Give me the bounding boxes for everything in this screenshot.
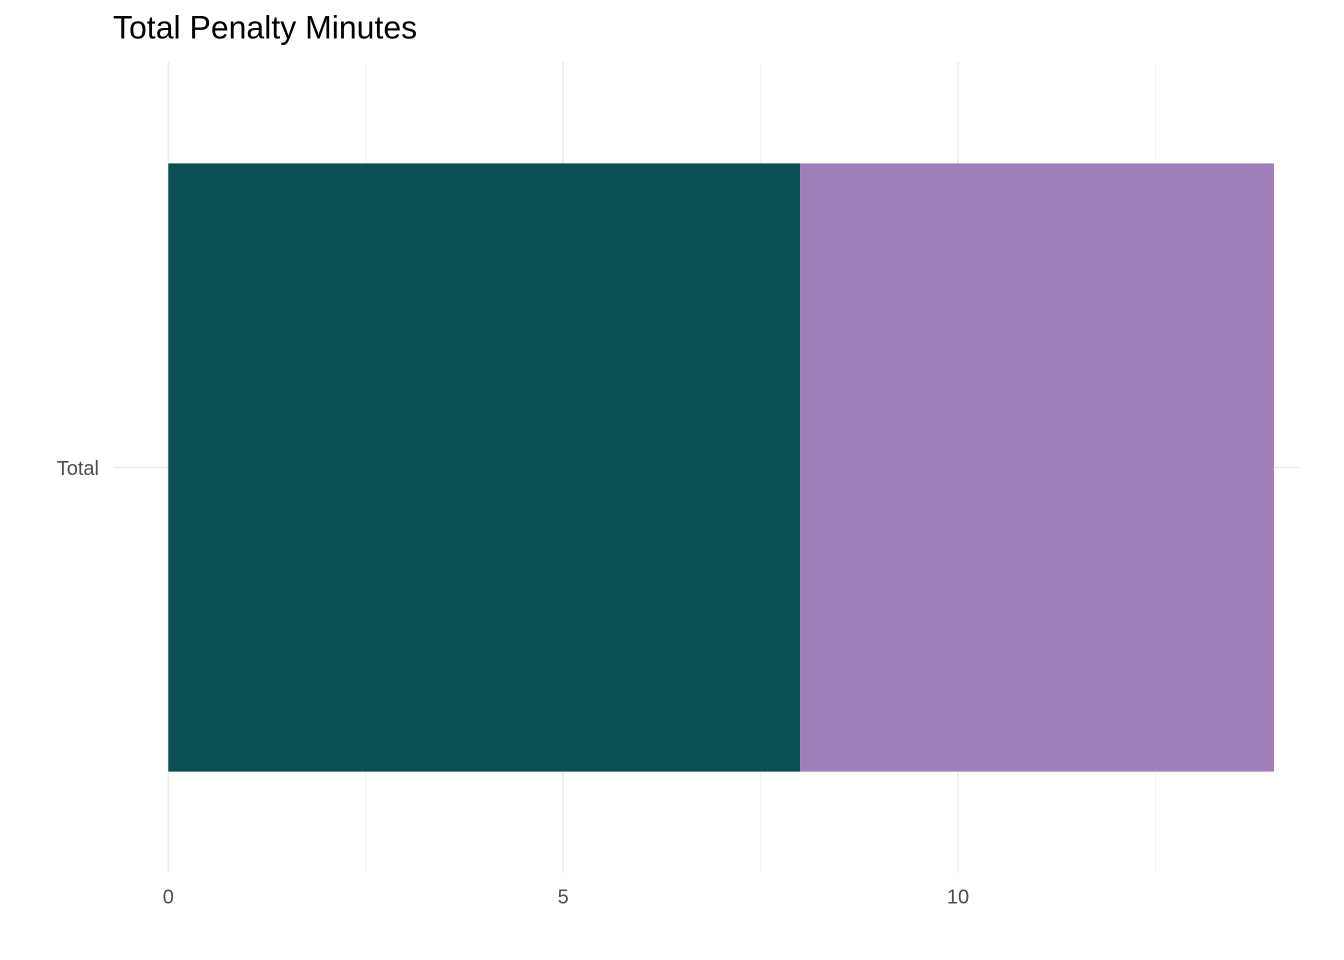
bar-segment xyxy=(168,163,801,772)
x-tick-label: 0 xyxy=(163,886,174,908)
x-tick-label: 5 xyxy=(558,886,569,908)
y-tick-label: Total xyxy=(57,458,99,480)
x-tick-label: 10 xyxy=(947,886,969,908)
bar-segment xyxy=(800,163,1274,772)
chart-title: Total Penalty Minutes xyxy=(113,9,417,45)
